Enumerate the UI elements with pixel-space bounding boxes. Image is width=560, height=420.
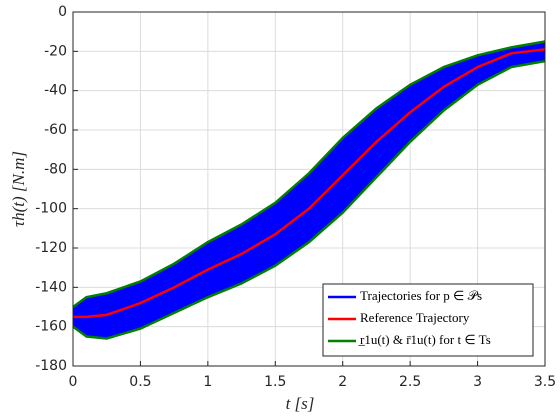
legend-box bbox=[322, 283, 534, 357]
x-tick-label: 2 bbox=[338, 374, 347, 390]
upper-bound-line bbox=[72, 40, 546, 309]
y-tick-label: -40 bbox=[44, 83, 67, 99]
x-tick-label: 1.5 bbox=[264, 374, 286, 390]
lower-bound-line bbox=[72, 59, 546, 340]
x-tick-label: 1 bbox=[203, 374, 212, 390]
legend-label: Reference Trajectory bbox=[360, 310, 470, 325]
y-tick-label: -60 bbox=[44, 122, 67, 138]
x-tick-label: 0.5 bbox=[129, 374, 151, 390]
legend-label: Trajectories for p ∈ 𝒫s bbox=[360, 288, 482, 303]
y-tick-label: -80 bbox=[44, 161, 67, 177]
y-tick-label: -140 bbox=[35, 279, 67, 295]
y-axis-label: τh(t) [N.m] bbox=[9, 151, 28, 227]
y-tick-label: -120 bbox=[35, 240, 67, 256]
y-tick-label: -180 bbox=[35, 358, 67, 374]
trajectory-band bbox=[73, 41, 545, 339]
x-tick-label: 2.5 bbox=[399, 374, 421, 390]
x-tick-label: 3 bbox=[473, 374, 482, 390]
y-tick-label: -20 bbox=[44, 43, 67, 59]
legend-label: r̲1u(t) & r̄1u(t) for t ∈ Ts bbox=[358, 332, 491, 347]
x-axis-label: t [s] bbox=[286, 394, 315, 413]
axes-box bbox=[72, 11, 546, 367]
y-tick-label: -100 bbox=[35, 201, 67, 217]
legend: Trajectories for p ∈ 𝒫s Reference Traject… bbox=[322, 283, 534, 357]
y-tick-label: 0 bbox=[58, 4, 67, 20]
x-tick-label: 0 bbox=[69, 374, 78, 390]
y-tick-label: -160 bbox=[35, 319, 67, 335]
x-tick-label: 3.5 bbox=[534, 374, 556, 390]
reference-line bbox=[73, 48, 546, 319]
